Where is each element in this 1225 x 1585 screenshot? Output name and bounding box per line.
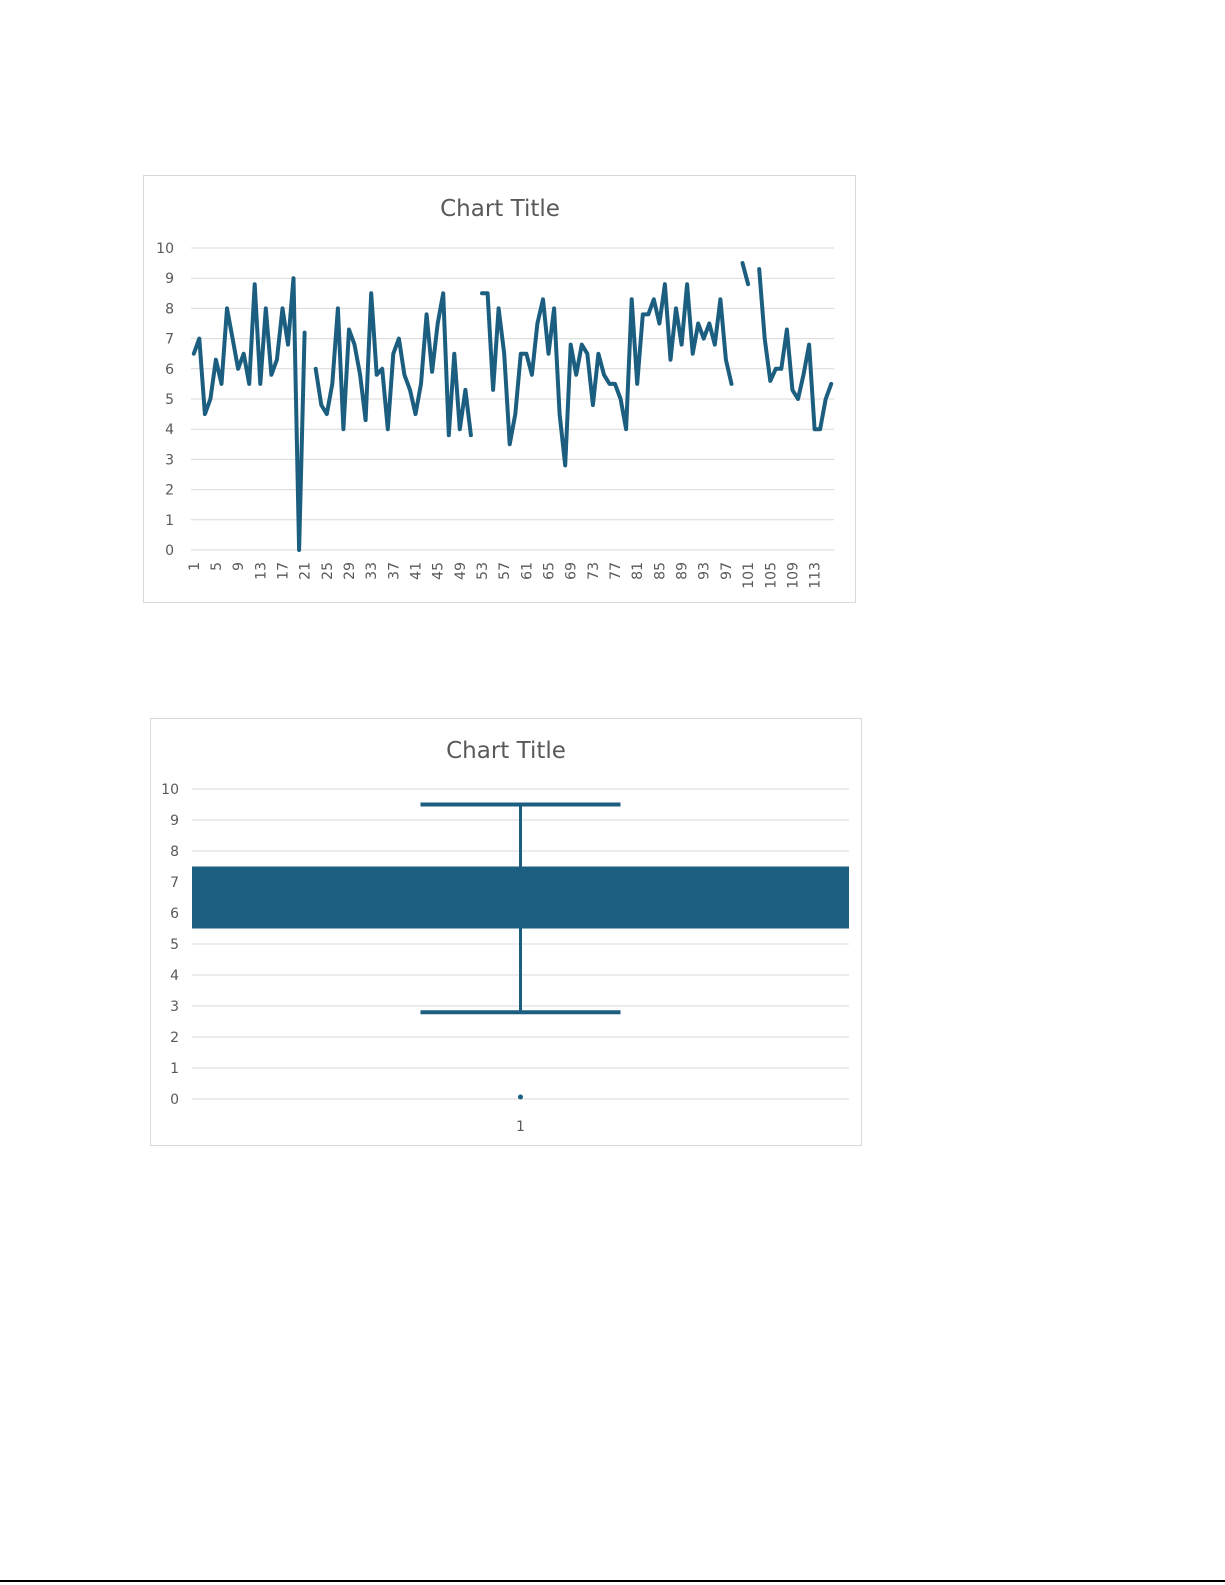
y-tick-label: 4 <box>170 968 179 984</box>
x-tick-label: 13 <box>253 562 269 580</box>
x-tick-label: 45 <box>431 562 447 580</box>
x-tick-label: 57 <box>497 562 513 580</box>
series-line <box>757 267 834 432</box>
y-tick-label: 2 <box>170 1030 179 1046</box>
y-tick-label: 10 <box>156 241 174 257</box>
x-tick-label: 5 <box>209 562 225 571</box>
y-tick-label: 10 <box>161 782 179 798</box>
x-tick-label: 41 <box>408 562 424 580</box>
outlier-point <box>518 1094 523 1100</box>
x-tick-label: 113 <box>808 562 824 589</box>
box-plot-svg: Chart Title 0 1 2 3 4 5 6 7 8 9 10 1 <box>161 738 849 1135</box>
chart-title: Chart Title <box>446 738 566 764</box>
y-tick-label: 0 <box>170 1092 179 1108</box>
x-tick-label: 61 <box>519 562 535 580</box>
x-tick-label: 109 <box>785 562 801 589</box>
x-tick-label: 65 <box>542 562 558 580</box>
y-tick-label: 1 <box>165 513 174 529</box>
x-tick-label: 69 <box>564 562 580 580</box>
x-tick-label: 101 <box>741 562 757 589</box>
y-tick-label: 6 <box>165 362 174 378</box>
x-tick-label: 53 <box>475 562 491 580</box>
y-tick-label: 9 <box>165 271 174 287</box>
y-tick-label: 1 <box>170 1061 179 1077</box>
series-line <box>313 291 473 438</box>
series-line <box>480 282 734 468</box>
x-tick-label: 85 <box>652 562 668 580</box>
x-tick-label: 1 <box>187 562 203 571</box>
x-tick-label: 97 <box>719 562 735 580</box>
y-tick-label: 5 <box>170 937 179 953</box>
x-tick-label: 29 <box>342 562 358 580</box>
y-tick-label: 7 <box>165 332 174 348</box>
x-tick-label: 89 <box>675 562 691 580</box>
page-bottom-rule <box>0 1580 1225 1582</box>
y-tick-label: 3 <box>165 452 174 468</box>
x-tick-label: 21 <box>298 562 314 580</box>
y-tick-label: 3 <box>170 999 179 1015</box>
x-tick-label: 77 <box>608 562 624 580</box>
x-tick-label: 49 <box>453 562 469 580</box>
x-tick-label: 33 <box>364 562 380 580</box>
x-tick-label: 17 <box>275 562 291 580</box>
y-tick-label: 6 <box>170 906 179 922</box>
y-tick-label: 8 <box>165 301 174 317</box>
x-tick-label: 73 <box>586 562 602 580</box>
x-tick-label: 9 <box>231 562 247 571</box>
series-line <box>740 261 751 287</box>
y-tick-label: 8 <box>170 844 179 860</box>
x-tick-label: 1 <box>516 1119 525 1135</box>
y-tick-label: 7 <box>170 875 179 891</box>
series-line <box>191 276 307 552</box>
y-tick-label: 0 <box>165 543 174 559</box>
x-tick-label: 37 <box>386 562 402 580</box>
x-tick-label: 93 <box>697 562 713 580</box>
line-chart: Chart Title 0 1 2 3 4 5 6 7 8 9 10 1 5 9 13 17 21 25 29 33… <box>143 175 856 603</box>
x-tick-label: 81 <box>630 562 646 580</box>
box-plot-chart: Chart Title 0 1 2 3 4 5 6 7 8 9 10 1 <box>150 718 862 1146</box>
y-tick-label: 2 <box>165 483 174 499</box>
y-tick-label: 9 <box>170 813 179 829</box>
y-tick-label: 4 <box>165 422 174 438</box>
x-tick-label: 105 <box>763 562 779 589</box>
x-tick-label: 25 <box>320 562 336 580</box>
chart-title: Chart Title <box>440 196 560 222</box>
y-tick-label: 5 <box>165 392 174 408</box>
